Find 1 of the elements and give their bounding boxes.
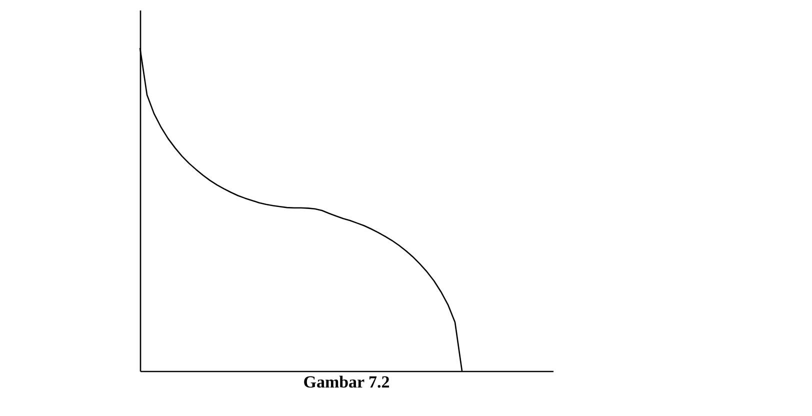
text: Gambar 7.2 xyxy=(303,372,390,392)
